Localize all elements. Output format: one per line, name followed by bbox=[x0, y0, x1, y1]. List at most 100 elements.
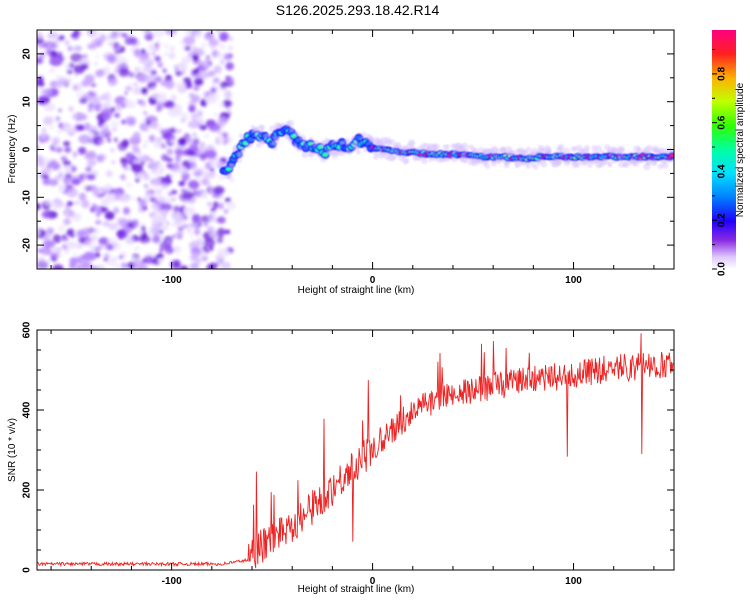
noise-blob bbox=[108, 222, 119, 231]
noise-blob bbox=[201, 192, 208, 199]
noise-blob bbox=[199, 242, 205, 246]
noise-blob bbox=[118, 235, 123, 240]
noise-blob bbox=[73, 45, 83, 52]
noise-blob bbox=[120, 262, 129, 269]
ridge-halo bbox=[484, 163, 491, 169]
ridge-halo bbox=[646, 144, 653, 151]
snr-y-tick-label: 200 bbox=[22, 481, 33, 498]
noise-blob bbox=[144, 184, 148, 188]
noise-blob bbox=[106, 257, 115, 266]
ridge-halo bbox=[392, 155, 397, 160]
noise-blob bbox=[40, 133, 47, 140]
noise-blob bbox=[210, 207, 217, 212]
noise-blob bbox=[41, 127, 46, 133]
noise-blob bbox=[79, 113, 88, 121]
noise-blob bbox=[55, 146, 63, 153]
noise-blob bbox=[85, 150, 97, 160]
noise-blob bbox=[170, 139, 175, 143]
noise-blob bbox=[66, 187, 78, 198]
noise-blob bbox=[180, 41, 184, 45]
snr-y-tick-label: 400 bbox=[22, 401, 33, 418]
noise-blob bbox=[219, 102, 224, 108]
noise-blob bbox=[88, 30, 100, 39]
noise-blob bbox=[131, 144, 139, 151]
noise-blob bbox=[214, 52, 219, 56]
noise-blob bbox=[143, 173, 150, 181]
noise-blob bbox=[83, 251, 97, 261]
noise-blob bbox=[160, 202, 173, 212]
ridge-halo bbox=[601, 159, 607, 165]
ridge-halo bbox=[236, 157, 242, 164]
noise-blob bbox=[106, 138, 112, 143]
noise-blob bbox=[218, 202, 224, 210]
noise-blob bbox=[143, 111, 148, 115]
noise-blob bbox=[203, 238, 216, 248]
noise-blob bbox=[165, 197, 174, 203]
noise-blob bbox=[42, 60, 46, 65]
noise-blob bbox=[174, 81, 187, 90]
noise-blob bbox=[72, 113, 78, 119]
noise-blob bbox=[63, 141, 71, 147]
noise-blob bbox=[94, 103, 102, 112]
noise-blob bbox=[96, 155, 105, 163]
noise-blob bbox=[152, 234, 161, 244]
spectrogram-y-tick-label: -20 bbox=[22, 237, 33, 252]
colorbar: 0.0 0.2 0.4 0.6 0.8 Normalized spectral ampl… bbox=[712, 30, 746, 276]
noise-blob bbox=[167, 191, 174, 196]
noise-blob bbox=[143, 58, 154, 68]
ridge-halo bbox=[662, 160, 667, 165]
ridge-core bbox=[247, 137, 254, 142]
noise-blob bbox=[116, 229, 126, 236]
noise-blob bbox=[143, 144, 147, 149]
noise-blob bbox=[145, 188, 156, 196]
ridge-halo bbox=[538, 147, 545, 154]
noise-blob bbox=[52, 144, 58, 149]
noise-blob bbox=[68, 263, 77, 269]
noise-blob bbox=[37, 57, 43, 64]
ridge-halo bbox=[547, 148, 552, 154]
noise-blob bbox=[162, 225, 168, 231]
ridge-halo bbox=[388, 139, 396, 146]
noise-blob bbox=[84, 74, 95, 83]
noise-blob bbox=[108, 245, 114, 251]
noise-blob bbox=[225, 62, 234, 71]
noise-blob bbox=[79, 97, 88, 104]
noise-blob bbox=[219, 59, 225, 65]
noise-blob bbox=[121, 119, 126, 125]
noise-blob bbox=[183, 206, 196, 216]
noise-blob bbox=[67, 201, 74, 206]
noise-blob bbox=[158, 257, 164, 263]
noise-blob bbox=[166, 148, 174, 156]
noise-blob bbox=[54, 175, 62, 180]
spectrogram-y-tick-label: 20 bbox=[22, 48, 33, 60]
noise-blob bbox=[194, 87, 199, 91]
noise-blob bbox=[123, 100, 132, 108]
noise-blob bbox=[57, 224, 66, 234]
ridge-halo bbox=[254, 128, 260, 135]
noise-blob bbox=[37, 260, 49, 269]
noise-blob bbox=[194, 77, 204, 86]
noise-blob bbox=[70, 53, 83, 63]
noise-blob bbox=[188, 104, 196, 113]
noise-blob bbox=[108, 42, 114, 46]
colorbar-tick-label: 0.6 bbox=[717, 115, 728, 129]
noise-blob bbox=[130, 47, 136, 54]
noise-blob bbox=[134, 151, 140, 155]
noise-blob bbox=[95, 219, 102, 225]
noise-blob bbox=[175, 128, 182, 134]
ridge-halo bbox=[442, 144, 448, 150]
noise-blob bbox=[196, 109, 203, 118]
spectrogram-noise-region bbox=[37, 30, 236, 269]
ridge-halo bbox=[533, 164, 539, 170]
noise-blob bbox=[137, 228, 144, 236]
noise-blob bbox=[205, 149, 217, 159]
noise-blob bbox=[174, 148, 183, 156]
noise-blob bbox=[37, 229, 47, 239]
noise-blob bbox=[199, 141, 205, 149]
noise-blob bbox=[64, 172, 73, 179]
noise-blob bbox=[102, 220, 111, 227]
noise-blob bbox=[134, 50, 143, 57]
noise-blob bbox=[154, 55, 161, 62]
noise-blob bbox=[210, 167, 215, 172]
ridge-halo bbox=[308, 152, 313, 158]
